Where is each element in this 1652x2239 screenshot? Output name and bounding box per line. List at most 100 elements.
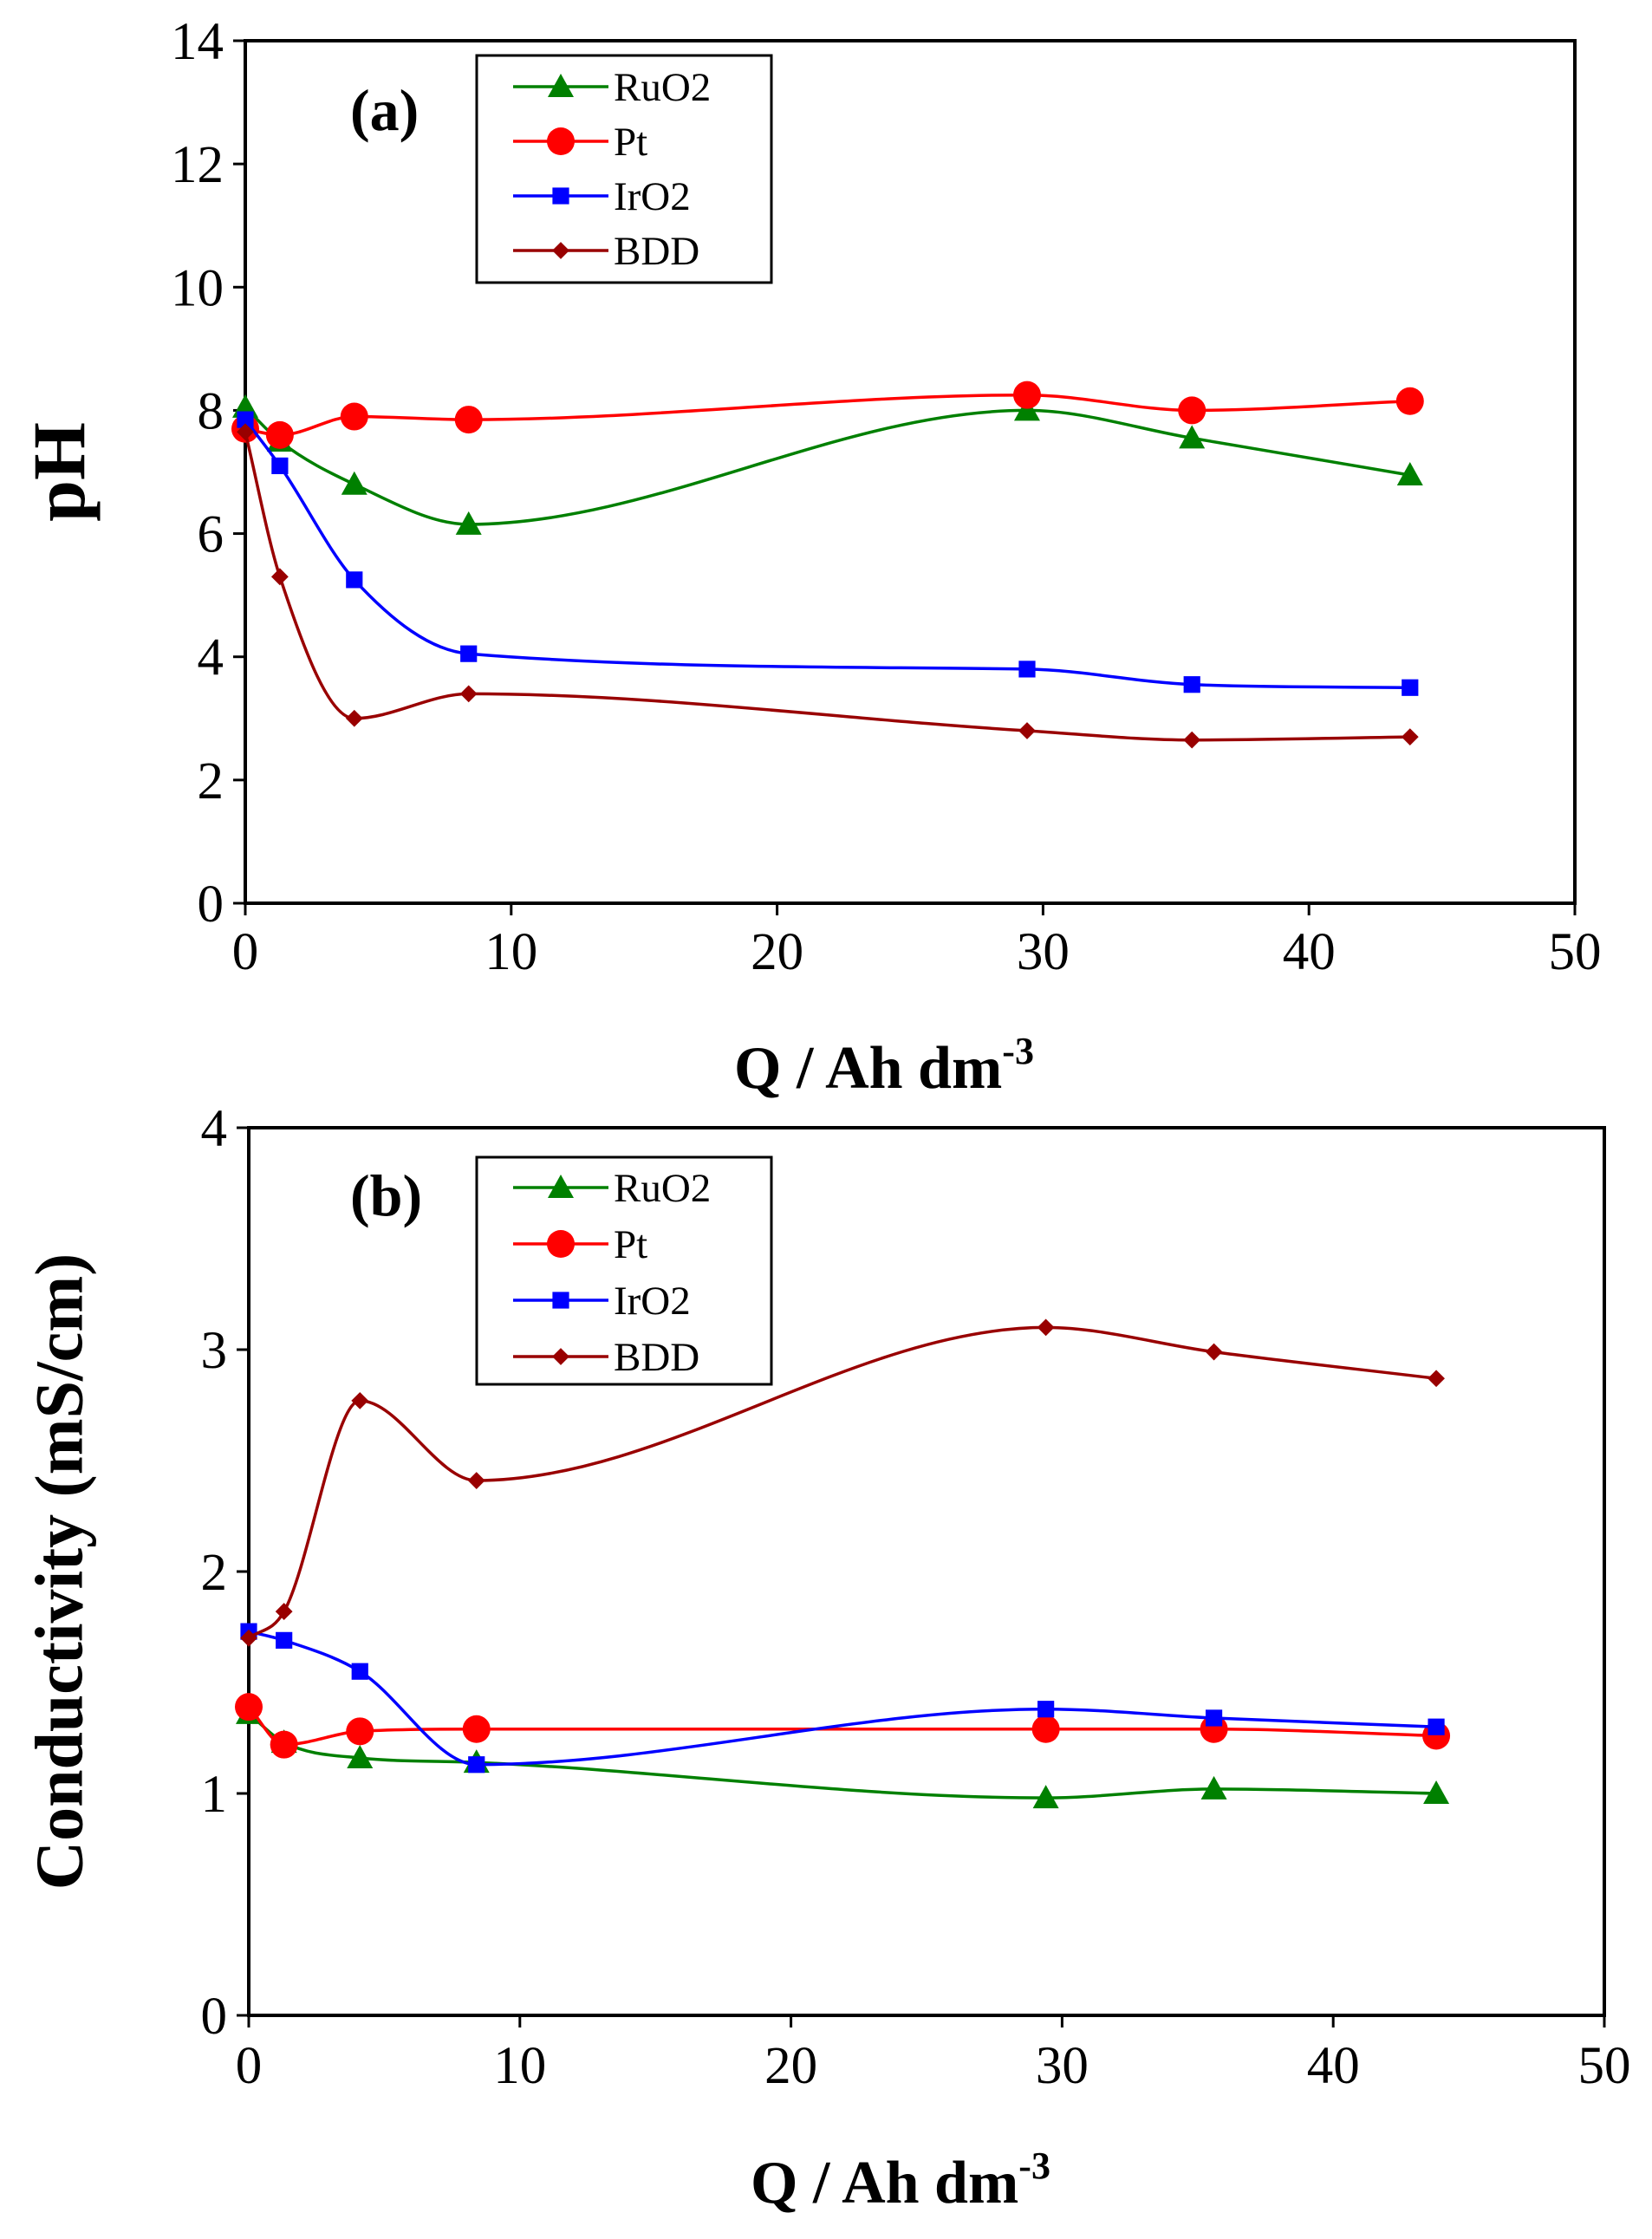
legend-item-bdd: BDD: [513, 229, 699, 274]
y-tick-label: 4: [198, 629, 224, 687]
legend-label: BDD: [614, 229, 699, 274]
x-axis-title-text: Q / Ah dm: [734, 1035, 1002, 1102]
data-point-iro2: [346, 571, 363, 589]
x-tick-label: 30: [1036, 2037, 1089, 2095]
data-point-iro2: [1018, 661, 1036, 678]
data-point-ruo2: [347, 1745, 374, 1769]
legend-marker: [552, 242, 569, 259]
data-point-pt: [235, 1693, 263, 1722]
series-bdd: [237, 423, 1419, 749]
x-tick-label: 10: [485, 923, 537, 981]
x-tick-label: 20: [751, 923, 803, 981]
x-axis-title-superscript: -3: [1002, 1030, 1034, 1072]
y-tick-label: 10: [171, 259, 224, 317]
data-point-pt: [1178, 396, 1206, 425]
series-ruo2: [236, 1700, 1450, 1809]
x-axis-title-superscript: -3: [1018, 2145, 1050, 2187]
legend-label: IrO2: [614, 1279, 691, 1324]
series-line-iro2: [244, 419, 1410, 690]
data-point-pt: [346, 1717, 374, 1746]
series-line-pt: [244, 393, 1410, 437]
y-tick-label: 1: [201, 1766, 228, 1824]
data-point-bdd: [237, 423, 254, 441]
data-point-bdd: [1205, 1343, 1223, 1361]
legend-label: Pt: [614, 1222, 647, 1267]
data-point-bdd: [467, 1472, 485, 1489]
series-bdd: [240, 1318, 1445, 1647]
y-axis-title: pH: [17, 422, 101, 522]
x-tick-label: 50: [1578, 2037, 1631, 2095]
legend-box: [475, 54, 773, 284]
legend-label: BDD: [614, 1335, 699, 1380]
legend: RuO2 Pt IrO2 BDD: [475, 54, 773, 284]
x-tick-label: 40: [1307, 2037, 1360, 2095]
data-point-iro2: [1183, 676, 1200, 693]
series-line-ruo2: [247, 1712, 1437, 1800]
legend-box: [475, 1155, 773, 1386]
data-point-iro2: [460, 645, 478, 662]
x-tick-label: 40: [1283, 923, 1336, 981]
legend-label: RuO2: [614, 65, 711, 110]
legend-item-pt: Pt: [513, 120, 647, 165]
y-tick-label: 4: [201, 1100, 228, 1158]
data-point-iro2: [271, 457, 289, 474]
x-tick-label: 0: [232, 923, 259, 981]
legend: RuO2 Pt IrO2 BDD: [475, 1155, 773, 1386]
data-point-bdd: [1037, 1318, 1055, 1337]
legend-label: Pt: [614, 120, 647, 165]
x-tick-label: 30: [1017, 923, 1070, 981]
legend-marker: [552, 1292, 569, 1309]
series-layer: [231, 381, 1424, 749]
data-point-bdd: [1401, 728, 1419, 746]
y-axis-title: Conductivity (mS/cm): [22, 1253, 97, 1890]
series-iro2: [240, 1623, 1445, 1774]
series-line-iro2: [248, 1630, 1437, 1767]
y-tick-label: 14: [171, 13, 224, 71]
data-point-bdd: [275, 1603, 293, 1620]
data-point-bdd: [459, 685, 478, 703]
plot-area-frame: [244, 39, 1577, 905]
x-tick-label: 20: [764, 2037, 817, 2095]
legend-marker: [552, 187, 569, 205]
series-iro2: [237, 411, 1419, 696]
data-point-ruo2: [455, 511, 482, 535]
data-point-ruo2: [1179, 425, 1206, 449]
y-tick-label: 12: [171, 136, 224, 194]
legend-item-ruo2: RuO2: [513, 65, 711, 110]
data-point-pt: [462, 1715, 491, 1743]
x-tick-label: 10: [493, 2037, 546, 2095]
x-axis-title: Q / Ah dm-3: [734, 1030, 1034, 1102]
legend-marker: [547, 1230, 575, 1258]
data-point-ruo2: [1032, 1785, 1059, 1809]
series-ruo2: [232, 394, 1423, 535]
data-point-pt: [1012, 381, 1041, 409]
y-tick-label: 0: [201, 1988, 228, 2046]
data-point-bdd: [240, 1629, 257, 1647]
data-point-bdd: [1428, 1370, 1445, 1388]
series-pt: [235, 1693, 1451, 1759]
series-line-bdd: [244, 431, 1410, 742]
plot-area-frame: [247, 1126, 1606, 2017]
x-axis-title: Q / Ah dm-3: [751, 2145, 1050, 2216]
legend-item-bdd: BDD: [513, 1335, 699, 1380]
data-point-pt: [270, 1730, 298, 1759]
panel-label: (b): [350, 1162, 422, 1228]
data-point-bdd: [270, 568, 289, 586]
legend-item-ruo2: RuO2: [513, 1166, 711, 1211]
y-tick-label: 8: [198, 382, 224, 440]
data-point-iro2: [468, 1756, 485, 1774]
legend-marker: [552, 1348, 569, 1365]
series-line-ruo2: [244, 406, 1411, 526]
series-line-pt: [247, 1706, 1437, 1747]
data-point-pt: [1395, 387, 1424, 415]
y-tick-label: 2: [198, 752, 224, 810]
legend-item-pt: Pt: [513, 1222, 647, 1267]
legend-item-iro2: IrO2: [513, 174, 691, 219]
y-tick-label: 3: [201, 1322, 228, 1380]
data-point-iro2: [1037, 1701, 1055, 1718]
data-point-ruo2: [341, 471, 367, 495]
legend-marker: [547, 127, 575, 155]
legend-marker: [548, 1175, 574, 1198]
